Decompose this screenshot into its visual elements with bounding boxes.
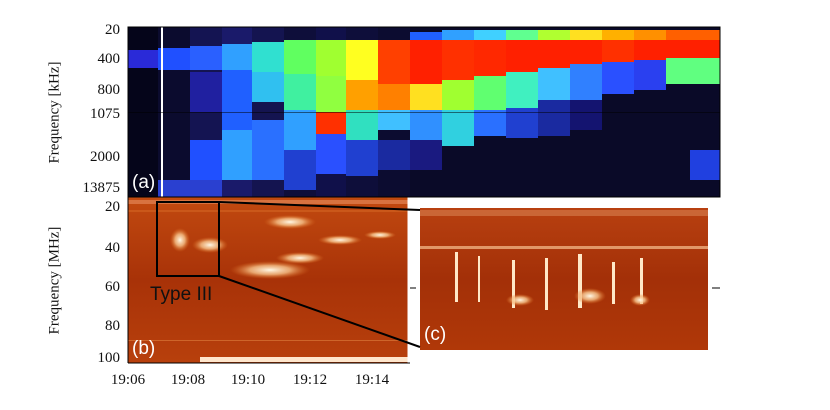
type-iii-selection (156, 201, 421, 348)
panel-c-tag: (c) (424, 324, 447, 345)
panel-a-spectrogram (128, 27, 720, 197)
panel-b-ytick: 60 (105, 279, 120, 295)
panel-b-ytick: 100 (97, 350, 121, 366)
panel-b-tag: (b) (132, 338, 156, 359)
panel-b-ytick: 80 (105, 318, 120, 334)
panel-a-ytick: 13875 (82, 180, 121, 196)
panel-a-tag: (a) (132, 172, 156, 193)
panel-b-xtick: 19:12 (292, 372, 328, 388)
panel-a-ytick: 1075 (90, 106, 120, 122)
type-iii-label: Type III (150, 284, 213, 305)
panel-b-ytick: 40 (105, 240, 120, 256)
panel-c-spectrogram (420, 208, 708, 350)
panel-a-ytick: 400 (97, 51, 121, 67)
panel-b-xtick: 19:06 (110, 372, 146, 388)
panel-a-ytick: 2000 (90, 149, 120, 165)
panel-b-xtick: 19:14 (354, 372, 390, 388)
panel-b-xtick: 19:10 (230, 372, 266, 388)
panel-b-spectrogram (128, 197, 408, 363)
panel-a-ytick: 20 (105, 22, 120, 38)
axes-frames (127, 26, 721, 364)
panel-a-ytick: 800 (97, 82, 121, 98)
panel-b-xtick: 19:08 (170, 372, 206, 388)
panel-b-ytick: 20 (105, 199, 120, 215)
